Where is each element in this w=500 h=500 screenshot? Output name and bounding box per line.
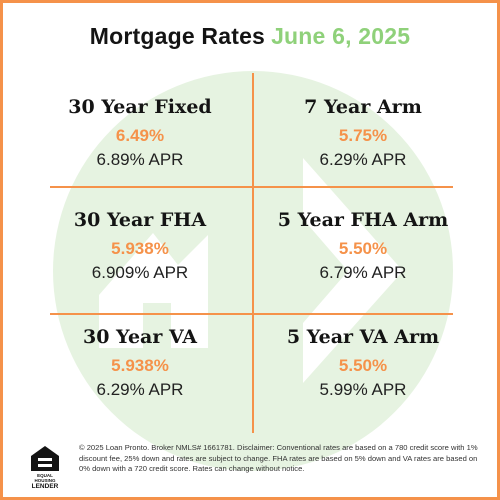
rate-cell-30yr-va: 30 Year VA 5.938% 6.29% APR (40, 325, 240, 401)
loan-type: 30 Year Fixed (68, 96, 212, 118)
disclaimer-text: © 2025 Loan Pronto. Broker NMLS# 1661781… (79, 443, 478, 473)
apr-value: 6.29% APR (319, 150, 407, 169)
lender-label: LENDER (31, 483, 59, 490)
loan-type: 5 Year VA Arm (286, 326, 440, 348)
horizontal-divider (50, 313, 453, 315)
rate-value: 5.50% (338, 356, 388, 375)
loan-type: 5 Year FHA Arm (277, 209, 449, 231)
apr-value: 5.99% APR (319, 380, 407, 399)
rate-cell-30yr-fixed: 30 Year Fixed 6.49% 6.89% APR (40, 95, 240, 171)
rate-value: 6.49% (115, 126, 165, 145)
rate-cell-30yr-fha: 30 Year FHA 5.938% 6.909% APR (40, 208, 240, 284)
vertical-divider (252, 73, 254, 433)
date-text: June 6, 2025 (271, 23, 411, 49)
rate-value: 5.75% (338, 126, 388, 145)
rate-cell-5yr-fha-arm: 5 Year FHA Arm 5.50% 6.79% APR (263, 208, 463, 284)
loan-type: 7 Year Arm (304, 96, 422, 118)
apr-value: 6.79% APR (319, 263, 407, 282)
loan-type: 30 Year VA (83, 326, 197, 348)
equal-housing-icon (31, 446, 59, 471)
rate-value: 5.50% (338, 239, 388, 258)
rate-cell-7yr-arm: 7 Year Arm 5.75% 6.29% APR (263, 95, 463, 171)
apr-value: 6.909% APR (91, 263, 189, 282)
title-text: Mortgage Rates (89, 23, 266, 49)
equal-housing-lender-logo: EQUAL HOUSING LENDER (30, 445, 60, 490)
page-title: Mortgage Rates June 6, 2025 (3, 23, 497, 50)
rate-cell-5yr-va-arm: 5 Year VA Arm 5.50% 5.99% APR (263, 325, 463, 401)
apr-value: 6.29% APR (96, 380, 184, 399)
rate-value: 5.938% (111, 356, 169, 375)
rate-value: 5.938% (111, 239, 169, 258)
footer: EQUAL HOUSING LENDER © 2025 Loan Pronto.… (25, 439, 485, 495)
horizontal-divider (50, 186, 453, 188)
apr-value: 6.89% APR (96, 150, 184, 169)
loan-type: 30 Year FHA (73, 209, 207, 231)
equal-housing-label: EQUAL HOUSING (34, 473, 56, 483)
